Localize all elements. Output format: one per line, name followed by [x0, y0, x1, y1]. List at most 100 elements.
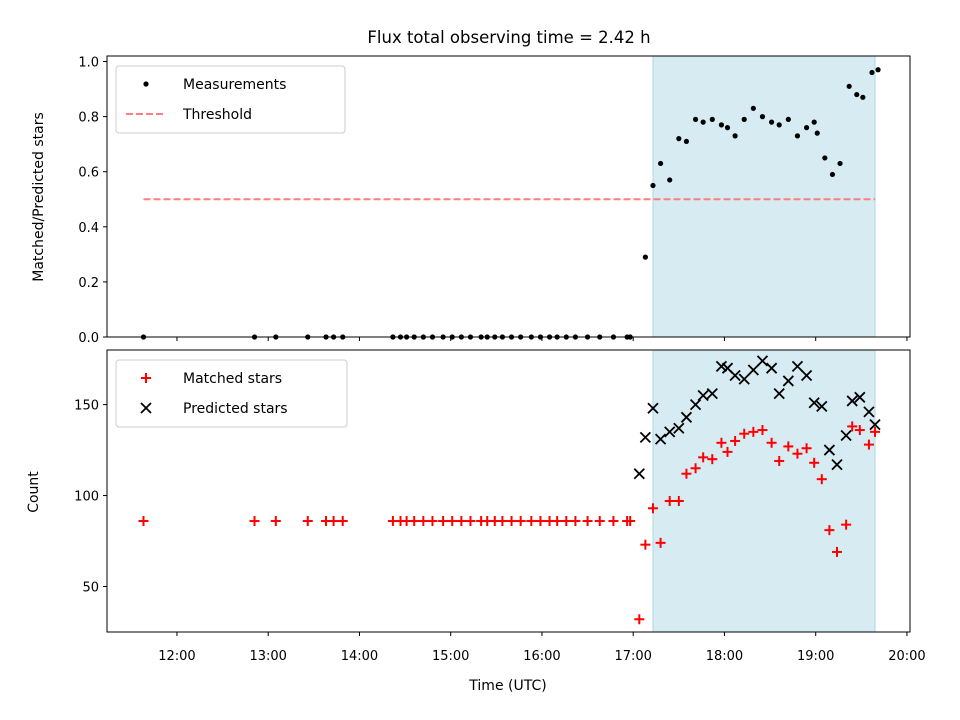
data-point [869, 69, 875, 76]
x-tick-label: 12:00 [158, 649, 195, 664]
x-marker-b [816, 400, 828, 413]
data-point [730, 435, 741, 446]
legend-box [115, 359, 348, 428]
x-marker-b [715, 360, 728, 373]
series-matched-stars [138, 421, 881, 625]
data-point [716, 437, 727, 448]
data-point [673, 496, 684, 507]
data-point [756, 355, 769, 367]
data-point [823, 444, 836, 456]
data-point [718, 122, 725, 128]
data-point [639, 431, 652, 443]
data-point [709, 116, 715, 122]
data-point [748, 426, 759, 437]
legend-label: Measurements [183, 77, 286, 93]
data-point [337, 516, 348, 527]
x-marker-b [647, 402, 659, 414]
data-point [870, 426, 881, 437]
x-tick-label: 14:00 [341, 649, 378, 664]
data-point [783, 441, 794, 452]
data-point [846, 83, 852, 89]
x-marker-b [689, 398, 702, 411]
data-point [680, 411, 693, 423]
x-tick-label: 16:00 [523, 649, 560, 664]
x-marker-b [633, 468, 645, 480]
data-point [552, 516, 563, 527]
x-marker-b [680, 411, 693, 423]
data-point [854, 425, 865, 436]
observing-span [652, 349, 876, 633]
data-point [302, 516, 313, 527]
x-marker-b [773, 388, 785, 400]
data-point [515, 516, 526, 527]
data-point [774, 455, 785, 466]
data-point [700, 119, 706, 125]
data-point [816, 400, 828, 413]
data-point [655, 537, 666, 548]
data-point [667, 177, 673, 183]
plot-frame [106, 55, 911, 338]
data-point [447, 516, 458, 527]
panel-ratio: 0.0 0.2 0.4 0.6 0.8 1.0 Measurements Threshold [78, 55, 911, 346]
data-point [594, 516, 605, 527]
data-point [697, 389, 709, 402]
y-tick-label: 50 [82, 581, 99, 596]
data-point [647, 402, 659, 414]
data-point [689, 398, 702, 411]
data-point [438, 516, 449, 527]
data-point [822, 155, 828, 161]
data-point [785, 116, 791, 122]
data-point [654, 433, 667, 445]
legend-label: Predicted stars [183, 401, 288, 417]
x-marker-b [791, 360, 804, 373]
data-point [657, 160, 664, 167]
data-point [690, 463, 701, 474]
legend: Matched stars Predicted stars [115, 359, 348, 428]
data-point [707, 454, 718, 465]
data-point [757, 425, 768, 436]
data-point [816, 474, 827, 485]
data-point [456, 516, 467, 527]
data-point [776, 122, 782, 128]
data-point [750, 105, 756, 111]
x-tick-label: 20:00 [888, 649, 925, 664]
legend-marker-predicted-b [140, 402, 152, 414]
data-point [634, 614, 645, 625]
data-point [837, 160, 843, 167]
data-point [633, 468, 645, 480]
panel-counts: 50 100 150 12:00 13:00 14:00 15:00 16:00 17:00 18… [74, 349, 926, 664]
data-point [809, 457, 820, 468]
data-point [875, 67, 881, 73]
data-point [794, 133, 801, 139]
y-tick-label: 100 [74, 490, 99, 505]
x-marker-b [747, 364, 759, 376]
data-point [570, 516, 581, 527]
plot-frame [106, 349, 911, 633]
data-point [773, 388, 785, 400]
data-point [608, 516, 619, 527]
data-point [722, 446, 733, 457]
y-tick-label: 150 [74, 399, 99, 414]
x-marker-b [756, 355, 769, 367]
y-tick-label: 0.2 [78, 276, 99, 291]
observing-span [652, 55, 876, 338]
data-point [681, 468, 692, 479]
data-point [418, 516, 429, 527]
y-tick-label: 1.0 [78, 56, 99, 71]
x-marker-b [673, 422, 685, 434]
data-point [832, 546, 842, 557]
data-point [841, 519, 852, 530]
data-point [854, 391, 866, 403]
x-marker-b [721, 362, 734, 374]
y-tick-label: 0.6 [78, 166, 99, 181]
data-point [808, 397, 820, 409]
x-marker-b [782, 375, 794, 387]
data-point [803, 125, 810, 131]
data-point [465, 516, 476, 527]
legend-label: Matched stars [183, 371, 282, 387]
x-axis-label: Time (UTC) [468, 678, 546, 694]
x-marker-b [706, 388, 718, 400]
x-marker-b [831, 458, 843, 471]
data-point [664, 426, 676, 438]
data-point [854, 91, 860, 98]
